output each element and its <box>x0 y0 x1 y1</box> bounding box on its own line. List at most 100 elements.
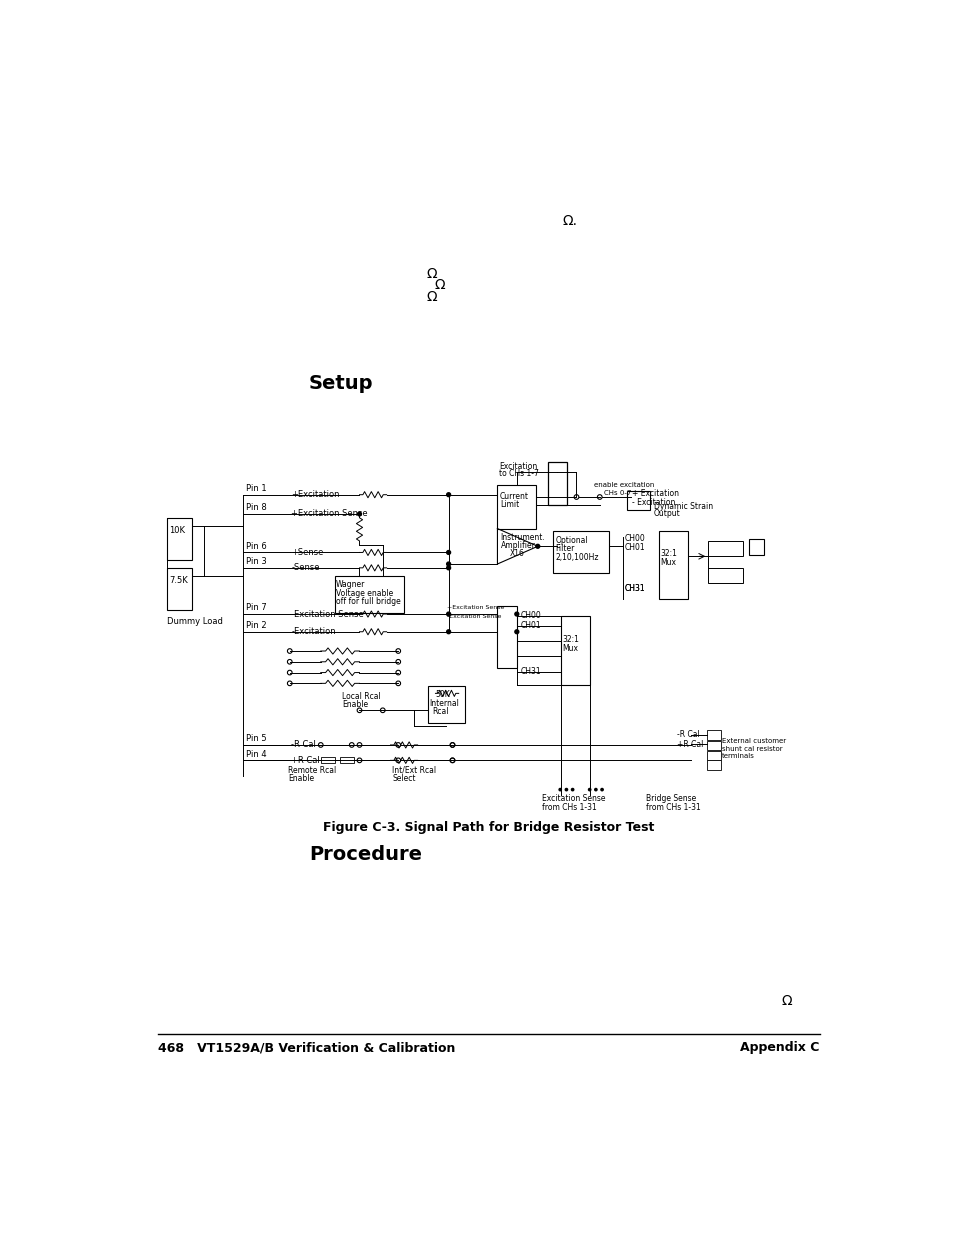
Text: Pin 4: Pin 4 <box>245 750 266 758</box>
Text: 10K: 10K <box>169 526 185 536</box>
Bar <box>748 540 763 555</box>
Text: Pin 7: Pin 7 <box>245 604 266 613</box>
Text: Pin 5: Pin 5 <box>245 735 266 743</box>
Text: Pin 2: Pin 2 <box>245 621 266 630</box>
Bar <box>320 757 335 763</box>
Circle shape <box>446 566 450 569</box>
Text: 32:1: 32:1 <box>562 635 578 643</box>
Text: Rcal: Rcal <box>432 706 448 715</box>
Bar <box>547 462 567 505</box>
Bar <box>167 517 192 561</box>
Bar <box>706 741 720 751</box>
Bar <box>167 568 192 610</box>
Text: Select: Select <box>392 773 416 783</box>
Text: CH31: CH31 <box>520 667 540 677</box>
Text: -Excitation Sense: -Excitation Sense <box>291 610 364 619</box>
Text: Figure C-3. Signal Path for Bridge Resistor Test: Figure C-3. Signal Path for Bridge Resis… <box>323 821 654 834</box>
Text: Output: Output <box>654 510 680 519</box>
Text: CH01: CH01 <box>624 543 644 552</box>
Bar <box>706 730 720 740</box>
Text: -R Cal: -R Cal <box>677 730 700 740</box>
Text: CH31: CH31 <box>624 584 644 593</box>
Text: enable excitation: enable excitation <box>594 483 654 489</box>
Text: CH01: CH01 <box>520 621 540 630</box>
Text: off for full bridge: off for full bridge <box>335 598 400 606</box>
Bar <box>706 761 720 769</box>
Text: CH00: CH00 <box>520 611 541 620</box>
Circle shape <box>446 562 450 566</box>
Circle shape <box>446 630 450 634</box>
Text: Amplifier: Amplifier <box>500 541 535 550</box>
Text: CH31: CH31 <box>624 584 644 593</box>
Text: - Excitation: - Excitation <box>632 498 675 506</box>
Text: Enable: Enable <box>342 700 368 709</box>
Circle shape <box>515 630 518 634</box>
Text: -Excitation: -Excitation <box>291 627 335 636</box>
Text: CHs 0-7: CHs 0-7 <box>603 490 630 496</box>
Text: Ω: Ω <box>781 994 792 1008</box>
Bar <box>706 751 720 761</box>
Circle shape <box>600 788 602 790</box>
Text: terminals: terminals <box>721 753 754 760</box>
Text: Pin 1: Pin 1 <box>245 484 266 493</box>
Text: Appendix C: Appendix C <box>740 1041 819 1053</box>
Text: Ω: Ω <box>427 290 437 304</box>
Bar <box>626 490 649 510</box>
Text: Dummy Load: Dummy Load <box>167 618 223 626</box>
Text: 7.5K: 7.5K <box>169 577 188 585</box>
Circle shape <box>594 788 597 790</box>
Text: -Excitation Sense: -Excitation Sense <box>447 614 501 619</box>
Bar <box>340 757 354 763</box>
Bar <box>658 531 687 599</box>
Text: Current: Current <box>499 492 528 500</box>
Bar <box>707 568 742 583</box>
Text: Setup: Setup <box>309 373 374 393</box>
Text: Pin 3: Pin 3 <box>245 557 266 566</box>
Text: X16: X16 <box>509 548 524 558</box>
Text: Enable: Enable <box>288 773 314 783</box>
Text: +Excitation Sense: +Excitation Sense <box>447 605 504 610</box>
Text: 468   VT1529A/B Verification & Calibration: 468 VT1529A/B Verification & Calibration <box>158 1041 455 1053</box>
Text: Mux: Mux <box>659 558 676 567</box>
Bar <box>707 541 742 556</box>
Circle shape <box>446 493 450 496</box>
Text: CH00: CH00 <box>624 534 644 543</box>
Text: Mux: Mux <box>562 645 578 653</box>
Text: Procedure: Procedure <box>309 845 421 863</box>
Text: Int/Ext Rcal: Int/Ext Rcal <box>392 766 436 774</box>
Circle shape <box>536 545 539 548</box>
Text: Internal: Internal <box>429 699 458 708</box>
Text: External customer: External customer <box>721 739 785 745</box>
Text: + Excitation: + Excitation <box>632 489 679 498</box>
Bar <box>497 606 517 668</box>
Text: from CHs 1-31: from CHs 1-31 <box>645 803 700 811</box>
Text: Limit: Limit <box>499 500 518 509</box>
Circle shape <box>558 788 560 790</box>
Circle shape <box>446 613 450 616</box>
Circle shape <box>588 788 590 790</box>
Text: +R Cal: +R Cal <box>677 740 703 748</box>
Text: 50K: 50K <box>435 690 450 699</box>
Text: 2,10,100Hz: 2,10,100Hz <box>555 552 598 562</box>
Text: Remote Rcal: Remote Rcal <box>288 766 336 774</box>
Text: to CHs 1-7: to CHs 1-7 <box>498 469 538 478</box>
Text: Ω: Ω <box>435 278 445 293</box>
Text: Excitation Sense: Excitation Sense <box>541 794 604 803</box>
Text: Ω.: Ω. <box>562 215 577 228</box>
Text: Dynamic Strain: Dynamic Strain <box>654 501 713 511</box>
Text: +Excitation: +Excitation <box>291 490 339 499</box>
Text: +Excitation Sense: +Excitation Sense <box>291 510 368 519</box>
Text: from CHs 1-31: from CHs 1-31 <box>541 803 596 811</box>
Text: -Sense: -Sense <box>291 563 319 572</box>
Bar <box>497 485 536 529</box>
Text: Filter: Filter <box>555 545 575 553</box>
Text: +R Cal: +R Cal <box>291 756 319 764</box>
Bar <box>553 531 608 573</box>
Circle shape <box>515 613 518 616</box>
Text: Ω: Ω <box>427 267 437 280</box>
Circle shape <box>357 513 361 516</box>
Text: Excitation: Excitation <box>498 462 537 471</box>
Text: Voltage enable: Voltage enable <box>335 589 393 598</box>
Bar <box>427 685 464 722</box>
Bar <box>560 615 590 685</box>
